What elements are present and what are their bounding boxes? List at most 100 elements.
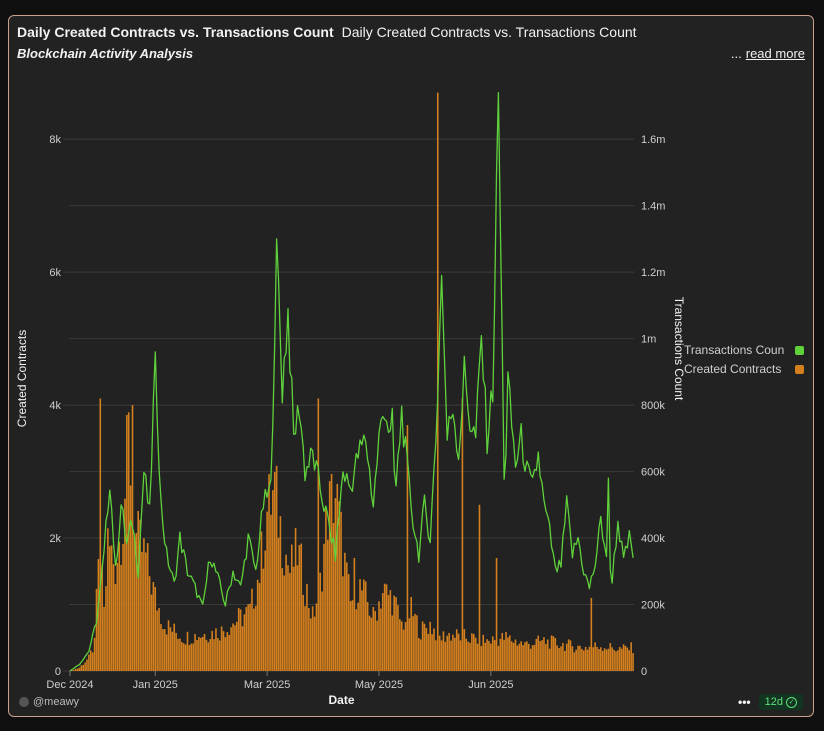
contracts-bar	[548, 648, 551, 671]
contracts-bar	[467, 641, 469, 671]
user-avatar-icon	[19, 697, 29, 708]
contracts-bar	[334, 498, 337, 671]
contracts-bar	[84, 662, 86, 671]
contracts-bar	[527, 643, 530, 671]
contracts-bar	[118, 541, 121, 671]
contracts-bar	[495, 557, 498, 671]
contracts-bar	[281, 568, 284, 671]
contracts-bar	[622, 644, 625, 671]
contracts-bar	[355, 609, 358, 671]
contracts-bar	[501, 632, 504, 671]
contracts-bar	[416, 615, 418, 671]
x-tick-label: Dec 2024	[46, 679, 93, 691]
contracts-bar	[463, 629, 466, 671]
contracts-bar	[332, 523, 335, 671]
contracts-bar	[156, 610, 158, 671]
contracts-bar	[86, 659, 88, 671]
contracts-bar	[586, 649, 589, 671]
contracts-bar	[592, 647, 595, 671]
legend-swatch-contracts	[795, 365, 804, 374]
contracts-bar	[298, 545, 301, 671]
x-tick-label: May 2025	[355, 679, 403, 691]
contracts-bar	[630, 642, 632, 671]
contracts-bar	[469, 642, 471, 671]
contracts-bar	[520, 641, 522, 671]
more-options-icon[interactable]: •••	[738, 695, 751, 709]
contracts-bar	[181, 642, 183, 671]
contracts-bar	[342, 576, 344, 671]
contracts-bar	[573, 652, 576, 671]
contracts-bar	[562, 642, 564, 671]
contracts-bar	[459, 640, 462, 671]
contracts-bar	[533, 644, 536, 671]
contracts-bar	[565, 643, 568, 671]
contracts-bar	[72, 669, 75, 671]
contracts-bar	[569, 640, 572, 671]
contracts-bar	[414, 613, 416, 671]
contracts-bar	[268, 474, 270, 671]
contracts-bar	[74, 668, 77, 671]
contracts-bar	[290, 544, 293, 671]
contracts-bar	[226, 632, 229, 671]
contracts-bar	[427, 633, 430, 671]
contracts-bar	[319, 572, 322, 671]
contracts-bar	[264, 550, 267, 671]
contracts-bar	[363, 579, 365, 671]
y-right-tick-label: 0	[641, 666, 647, 678]
x-tick-label: Jan 2025	[133, 679, 178, 691]
read-more-link[interactable]: read more	[745, 46, 805, 61]
contracts-bar	[370, 617, 373, 671]
contracts-bar	[349, 601, 352, 671]
contracts-bar	[203, 633, 206, 671]
contracts-bar	[510, 641, 513, 671]
contracts-bar	[101, 564, 103, 671]
chart-title: Daily Created Contracts vs. Transactions…	[17, 24, 637, 40]
contracts-bar	[235, 621, 238, 671]
read-more-dots: ...	[730, 46, 742, 61]
contracts-bar	[93, 637, 96, 671]
contracts-bar	[366, 602, 369, 671]
contracts-bar	[139, 519, 141, 671]
contracts-bar	[571, 646, 574, 671]
contracts-bar	[344, 552, 346, 671]
contracts-bar	[389, 590, 392, 671]
contracts-bar	[340, 511, 342, 671]
contracts-bar	[199, 637, 202, 671]
contracts-bar	[188, 645, 191, 671]
chart-title-repeat: Daily Created Contracts vs. Transactions…	[341, 24, 637, 40]
x-tick-label: Jun 2025	[468, 679, 513, 691]
contracts-bar	[419, 639, 422, 671]
contracts-bar	[425, 628, 428, 671]
contracts-bar	[581, 648, 583, 671]
contracts-bar	[182, 643, 185, 671]
contracts-bar	[421, 621, 424, 671]
contracts-bar	[484, 642, 486, 671]
contracts-bar	[207, 642, 210, 671]
contracts-bar	[472, 633, 475, 671]
contracts-bar	[300, 543, 303, 671]
contracts-bar	[175, 632, 177, 671]
contracts-bar	[110, 545, 113, 671]
contracts-bar	[218, 640, 221, 671]
contracts-bar	[190, 643, 193, 671]
contracts-bar	[611, 647, 613, 671]
contracts-bar	[338, 501, 340, 671]
contracts-bar	[408, 618, 411, 671]
contracts-bar	[359, 579, 361, 671]
contracts-bar	[270, 514, 272, 671]
contracts-bar	[552, 636, 555, 671]
contracts-bar	[209, 638, 212, 671]
contracts-bar	[618, 647, 621, 671]
contracts-bar	[490, 643, 492, 671]
contracts-bar	[620, 648, 623, 671]
footer-user[interactable]: @meawy	[19, 696, 79, 708]
contracts-bar	[418, 638, 420, 671]
contracts-bar	[211, 630, 213, 671]
contracts-bar	[347, 574, 350, 671]
refresh-badge[interactable]: 12d ✓	[758, 694, 803, 710]
contracts-bar	[505, 631, 507, 671]
contracts-bar	[535, 638, 538, 671]
transactions-line	[69, 91, 634, 672]
contracts-bar	[103, 606, 105, 671]
contracts-bar	[253, 608, 255, 671]
